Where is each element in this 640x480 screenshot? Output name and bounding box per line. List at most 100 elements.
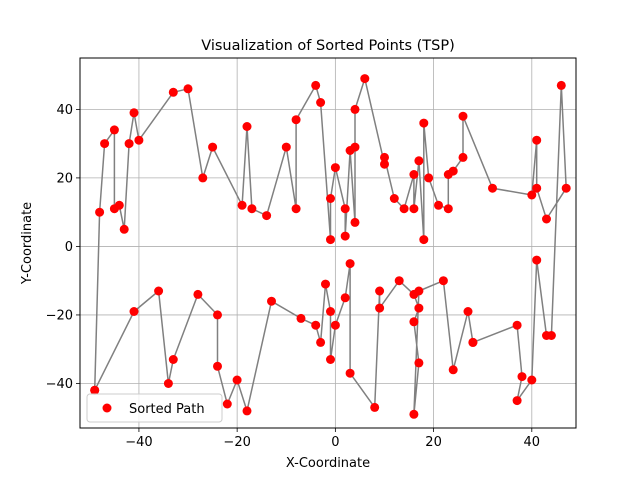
path-point — [380, 152, 389, 162]
path-point — [345, 368, 355, 378]
path-point — [100, 139, 110, 149]
path-point — [375, 286, 385, 296]
path-point — [296, 313, 306, 323]
path-point — [419, 235, 429, 245]
path-point — [438, 276, 448, 286]
path-point — [316, 337, 326, 347]
path-point — [247, 204, 257, 214]
path-point — [168, 355, 178, 364]
path-point — [242, 406, 252, 416]
x-tick-label: 40 — [524, 435, 541, 450]
path-point — [90, 385, 100, 395]
path-point — [527, 375, 537, 385]
path-point — [409, 170, 419, 179]
x-axis-ticks: −40 −20 0 20 40 — [125, 428, 540, 450]
path-point — [198, 173, 208, 183]
y-tick-label: 20 — [56, 171, 73, 186]
path-point — [463, 307, 473, 316]
path-point — [316, 98, 326, 107]
path-point — [375, 303, 385, 313]
path-point — [340, 204, 350, 214]
x-tick-label: 20 — [425, 435, 442, 450]
path-point — [409, 409, 419, 419]
legend-marker — [102, 403, 112, 413]
path-point — [208, 142, 218, 152]
path-point — [262, 211, 272, 221]
path-point — [532, 135, 542, 145]
path-point — [326, 235, 335, 245]
path-point — [512, 396, 522, 406]
path-point — [326, 355, 335, 364]
path-point — [330, 320, 340, 330]
path-point — [399, 204, 409, 214]
path-point — [434, 200, 443, 210]
path-point — [370, 402, 380, 412]
path-point — [330, 163, 340, 173]
path-point — [532, 255, 542, 265]
path-point — [414, 303, 424, 313]
path-point — [242, 122, 252, 131]
legend-box — [86, 393, 223, 423]
path-point — [222, 399, 232, 409]
path-point — [311, 80, 321, 90]
y-tick-label: −20 — [46, 308, 73, 323]
x-axis-label: X-Coordinate — [286, 456, 370, 471]
path-point — [561, 183, 571, 193]
path-point — [129, 108, 139, 118]
path-point — [124, 139, 134, 149]
y-tick-label: 40 — [56, 103, 73, 118]
path-point — [129, 307, 139, 316]
x-tick-label: −40 — [125, 435, 152, 450]
path-point — [154, 286, 164, 296]
path-point — [419, 118, 429, 128]
y-axis-label: Y-Coordinate — [20, 202, 35, 285]
path-point — [443, 204, 453, 214]
path-point — [488, 183, 497, 193]
path-point — [512, 320, 522, 330]
path-point — [458, 111, 468, 121]
path-point — [409, 204, 419, 214]
path-point — [350, 104, 360, 114]
path-point — [340, 293, 350, 303]
path-point — [389, 194, 399, 203]
path-point — [119, 224, 129, 234]
path-point — [134, 135, 144, 145]
y-tick-label: 0 — [65, 240, 73, 255]
path-point — [345, 259, 355, 269]
path-point — [448, 166, 458, 176]
path-point — [193, 289, 203, 299]
path-point — [542, 331, 551, 340]
path-point — [350, 142, 360, 152]
path-point — [517, 372, 527, 382]
path-point — [95, 207, 105, 217]
y-axis-ticks: −40 −20 0 20 40 — [46, 103, 80, 392]
path-point — [360, 74, 370, 84]
grid-lines — [80, 58, 576, 428]
legend: Sorted Path — [86, 393, 223, 423]
path-point — [424, 173, 434, 183]
marker-layer — [90, 74, 571, 419]
path-point — [114, 200, 124, 210]
path-point — [109, 125, 119, 135]
path-point — [311, 320, 321, 330]
path-point — [468, 337, 478, 347]
path-point — [409, 289, 419, 299]
path-point — [527, 190, 537, 200]
path-point — [448, 365, 458, 375]
path-point — [394, 276, 404, 286]
path-point — [321, 279, 330, 289]
path-point — [380, 159, 389, 169]
path-point — [326, 307, 335, 316]
path-point — [213, 361, 222, 371]
path-point — [163, 379, 173, 388]
path-point — [409, 317, 419, 327]
path-point — [326, 194, 335, 203]
path-point — [414, 156, 424, 166]
path-point — [183, 84, 193, 94]
y-tick-label: −40 — [46, 377, 73, 392]
path-point — [291, 115, 301, 125]
plot-area-frame — [79, 57, 577, 429]
path-point — [556, 80, 566, 90]
path-point — [350, 217, 360, 227]
path-point — [414, 358, 424, 368]
